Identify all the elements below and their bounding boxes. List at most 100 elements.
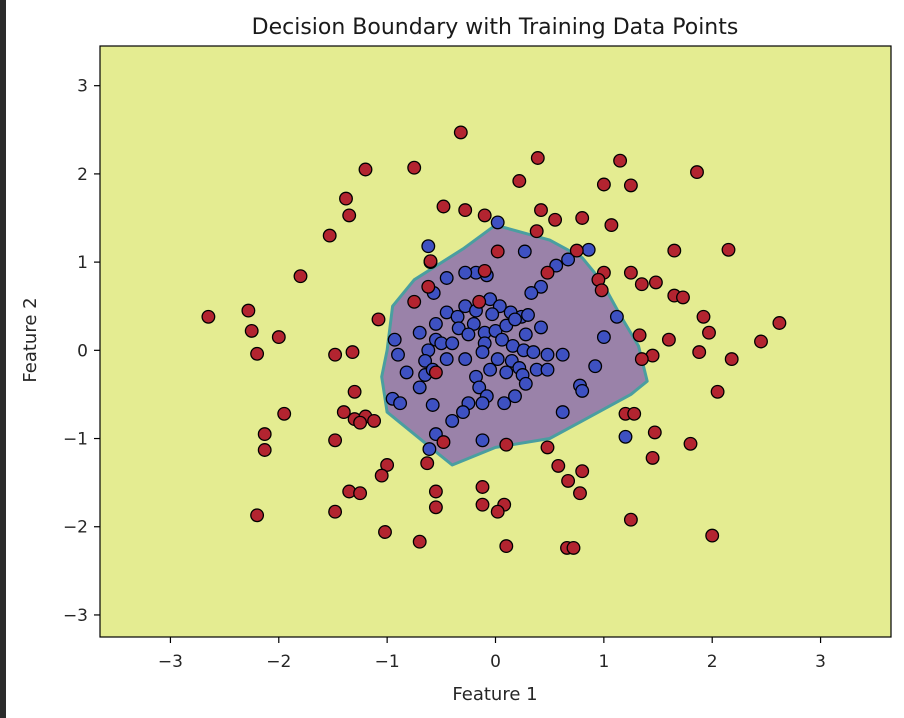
class-1-point	[754, 334, 768, 349]
class-1-point	[648, 275, 663, 290]
class-1-point	[534, 203, 548, 218]
class-1-point	[458, 203, 473, 218]
class-0-point	[483, 362, 498, 377]
class-0-point	[609, 309, 624, 324]
class-1-point	[475, 480, 490, 494]
class-1-point	[627, 406, 642, 421]
class-0-point	[499, 365, 514, 380]
class-1-point	[632, 328, 647, 343]
class-1-point	[244, 323, 259, 338]
class-0-point	[391, 347, 405, 362]
class-1-point	[407, 294, 422, 309]
x-tick-label: −1	[375, 652, 400, 672]
class-1-point	[710, 384, 725, 399]
class-1-point	[551, 458, 566, 473]
class-0-point	[412, 325, 427, 340]
class-0-point	[451, 321, 466, 336]
class-1-point	[378, 525, 392, 539]
class-0-point	[555, 347, 570, 362]
class-0-point	[450, 309, 465, 324]
class-1-point	[634, 352, 649, 367]
x-axis-ticks: −3 −2 −1 0 1 2 3	[158, 637, 826, 672]
x-tick-label: 3	[815, 652, 826, 672]
class-1-point	[475, 497, 490, 512]
class-1-point	[477, 263, 492, 278]
class-1-point	[472, 294, 487, 309]
class-1-point	[490, 244, 505, 259]
class-0-point	[393, 396, 408, 411]
class-0-point	[518, 327, 533, 342]
class-1-point	[569, 243, 584, 258]
class-1-point	[339, 191, 353, 206]
chart-title: Decision Boundary with Training Data Poi…	[252, 15, 739, 40]
class-0-point	[475, 345, 490, 360]
x-tick-label: 0	[490, 652, 501, 672]
class-1-point	[367, 413, 382, 428]
class-0-point	[534, 279, 548, 294]
class-0-point	[596, 330, 611, 345]
class-1-point	[705, 528, 720, 543]
class-1-point	[293, 269, 308, 284]
x-tick-label: −2	[266, 652, 291, 672]
class-0-point	[517, 244, 532, 259]
class-1-point	[328, 504, 343, 519]
class-1-point	[645, 450, 660, 465]
class-1-point	[277, 406, 292, 421]
class-1-point	[573, 486, 587, 501]
class-1-point	[604, 218, 619, 233]
class-0-point	[618, 429, 633, 444]
class-1-point	[436, 435, 451, 450]
class-1-point	[423, 254, 438, 269]
class-0-point	[458, 352, 473, 367]
y-tick-label: −2	[63, 518, 88, 538]
class-1-point	[428, 500, 443, 515]
class-1-point	[371, 312, 386, 327]
class-1-point	[530, 151, 545, 165]
class-1-point	[683, 436, 698, 451]
class-1-point	[661, 332, 676, 347]
class-0-point	[508, 389, 522, 404]
class-0-point	[458, 265, 473, 280]
class-1-point	[499, 539, 514, 554]
x-tick-label: 2	[707, 652, 718, 672]
class-1-point	[702, 325, 716, 340]
class-0-point	[555, 405, 570, 420]
class-0-point	[490, 352, 505, 367]
data-points	[201, 125, 787, 555]
class-1-point	[257, 427, 272, 442]
class-0-point	[521, 308, 535, 322]
class-1-point	[271, 330, 286, 345]
class-1-point	[250, 346, 265, 361]
class-0-point	[399, 365, 414, 380]
class-1-point	[374, 468, 389, 483]
class-0-point	[485, 307, 500, 322]
class-0-point	[508, 312, 522, 327]
class-0-point	[540, 347, 555, 362]
class-1-point	[453, 125, 468, 140]
class-1-point	[623, 512, 638, 527]
class-0-point	[461, 327, 476, 342]
class-0-point	[387, 332, 402, 347]
class-1-point	[407, 160, 422, 175]
class-0-point	[425, 398, 440, 412]
class-1-point	[575, 464, 590, 479]
class-1-point	[594, 283, 609, 298]
class-1-point	[499, 437, 514, 452]
class-1-point	[428, 365, 443, 380]
y-axis-ticks: −3 −2 −1 0 1 2 3	[63, 77, 100, 626]
class-0-point	[534, 320, 548, 335]
class-1-point	[623, 265, 638, 280]
class-0-point	[575, 383, 590, 398]
class-1-point	[566, 540, 581, 555]
class-1-point	[647, 425, 662, 440]
class-1-point	[353, 486, 368, 501]
class-0-point	[475, 396, 490, 411]
class-1-point	[490, 504, 505, 519]
y-tick-label: 0	[77, 341, 88, 361]
class-1-point	[540, 265, 555, 280]
y-axis-label: Feature 2	[20, 297, 41, 382]
y-tick-label: 2	[77, 165, 88, 185]
class-1-point	[421, 279, 436, 294]
